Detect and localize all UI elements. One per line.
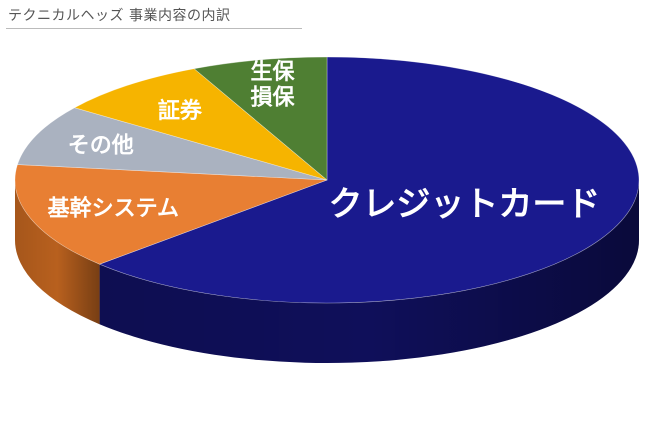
chart-title: テクニカルヘッズ 事業内容の内訳: [8, 8, 231, 24]
pie-slice-2: [17, 107, 328, 181]
pie-slice-0: [98, 56, 640, 304]
title-underline: [6, 28, 302, 29]
slice-label-0: クレジットカード: [328, 185, 600, 225]
pie-side-shade-0: [99, 180, 640, 363]
pie-slice-1: [14, 164, 328, 265]
slice-label-3: 証券: [158, 98, 203, 124]
pie-side-shade-1: [15, 180, 100, 325]
slice-label-1: 基幹システム: [48, 195, 179, 221]
slice-label-4: 生保損保: [251, 60, 296, 110]
slice-label-2: その他: [68, 134, 134, 159]
pie-slice-3: [73, 68, 328, 181]
pie-slice-4: [193, 56, 328, 181]
